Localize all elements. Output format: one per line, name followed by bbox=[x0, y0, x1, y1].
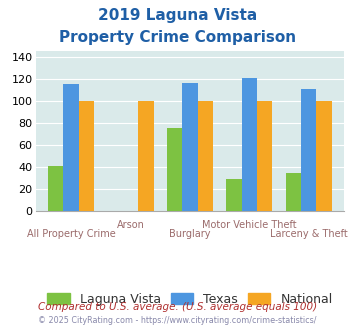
Bar bbox=[316, 101, 332, 211]
Bar bbox=[138, 101, 154, 211]
Text: Compared to U.S. average. (U.S. average equals 100): Compared to U.S. average. (U.S. average … bbox=[38, 302, 317, 312]
Bar bbox=[285, 173, 301, 211]
Text: All Property Crime: All Property Crime bbox=[27, 229, 115, 239]
Text: Motor Vehicle Theft: Motor Vehicle Theft bbox=[202, 220, 297, 230]
Bar bbox=[48, 166, 64, 211]
Bar bbox=[64, 84, 79, 211]
Text: Larceny & Theft: Larceny & Theft bbox=[270, 229, 348, 239]
Text: Arson: Arson bbox=[116, 220, 144, 230]
Bar bbox=[198, 101, 213, 211]
Bar bbox=[79, 101, 94, 211]
Bar bbox=[301, 89, 316, 211]
Bar bbox=[167, 128, 182, 211]
Bar bbox=[257, 101, 273, 211]
Text: Burglary: Burglary bbox=[169, 229, 211, 239]
Legend: Laguna Vista, Texas, National: Laguna Vista, Texas, National bbox=[42, 288, 338, 311]
Bar bbox=[242, 78, 257, 211]
Bar bbox=[226, 179, 242, 211]
Text: Property Crime Comparison: Property Crime Comparison bbox=[59, 30, 296, 45]
Bar bbox=[182, 83, 198, 211]
Text: © 2025 CityRating.com - https://www.cityrating.com/crime-statistics/: © 2025 CityRating.com - https://www.city… bbox=[38, 316, 317, 325]
Text: 2019 Laguna Vista: 2019 Laguna Vista bbox=[98, 8, 257, 23]
